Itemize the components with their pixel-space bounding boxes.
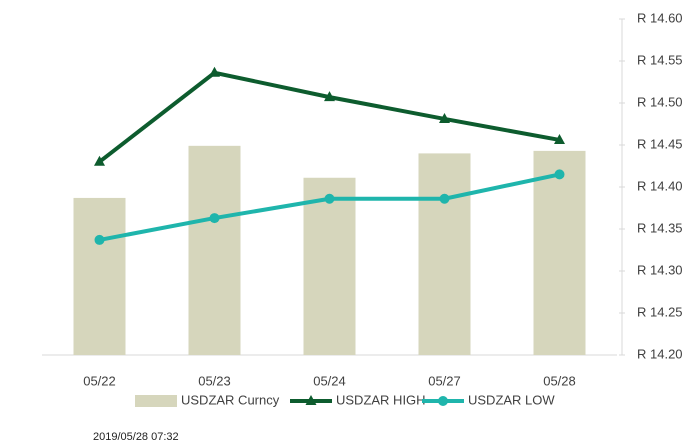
point [439,193,450,204]
point [439,112,450,123]
legend-label: USDZAR Curncy [181,392,280,407]
y-tick-label: R 14.50 [637,94,683,109]
bar [73,197,126,355]
point [554,133,565,144]
bar [188,145,241,355]
y-tick-label: R 14.60 [637,10,683,25]
bar [418,153,471,355]
legend-marker [305,395,317,405]
point [209,213,220,224]
x-tick-label: 05/27 [428,373,461,388]
footnote: 2019/05/28 07:32 [93,431,179,443]
y-tick-label: R 14.55 [637,52,683,67]
point [554,169,565,180]
line [98,70,560,164]
x-tick-label: 05/24 [313,373,346,388]
point [209,66,220,77]
bar [303,177,356,355]
point [324,193,335,204]
y-tick-label: R 14.40 [637,178,683,193]
y-tick-label: R 14.25 [637,304,683,319]
x-tick-label: 05/23 [198,373,231,388]
y-tick-label: R 14.30 [637,262,683,277]
y-tick-label: R 14.45 [637,136,683,151]
legend-marker [438,396,448,406]
legend-label: USDZAR LOW [468,392,555,407]
legend-label: USDZAR HIGH [336,392,426,407]
point [94,155,105,166]
bar [533,150,586,355]
point [324,91,335,102]
y-tick-label: R 14.20 [637,346,683,361]
legend-swatch [135,395,177,407]
y-tick-label: R 14.35 [637,220,683,235]
x-tick-label: 05/28 [543,373,576,388]
point [94,234,105,245]
x-tick-label: 05/22 [83,373,116,388]
